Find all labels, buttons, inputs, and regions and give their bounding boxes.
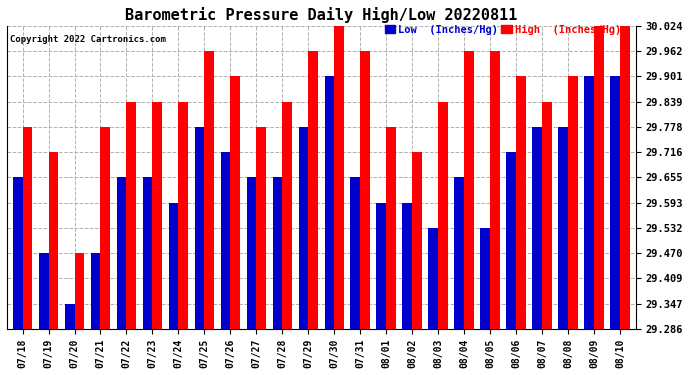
Bar [377, 203, 386, 329]
Bar [351, 177, 360, 329]
Bar [152, 102, 162, 329]
Bar [48, 152, 59, 329]
Bar [584, 76, 594, 329]
Bar [273, 177, 282, 329]
Bar [308, 51, 318, 329]
Bar [402, 203, 413, 329]
Bar [594, 26, 604, 329]
Bar [611, 76, 620, 329]
Bar [230, 76, 240, 329]
Bar [75, 253, 84, 329]
Bar [542, 102, 552, 329]
Bar [143, 177, 152, 329]
Bar [90, 253, 101, 329]
Bar [360, 51, 371, 329]
Bar [282, 102, 293, 329]
Bar [65, 304, 75, 329]
Bar [12, 177, 23, 329]
Bar [464, 51, 474, 329]
Bar [168, 203, 179, 329]
Bar [126, 102, 137, 329]
Bar [491, 51, 500, 329]
Bar [620, 26, 630, 329]
Bar [101, 127, 110, 329]
Text: Copyright 2022 Cartronics.com: Copyright 2022 Cartronics.com [10, 34, 166, 44]
Bar [179, 102, 188, 329]
Bar [299, 127, 308, 329]
Title: Barometric Pressure Daily High/Low 20220811: Barometric Pressure Daily High/Low 20220… [125, 7, 518, 23]
Bar [438, 102, 449, 329]
Bar [455, 177, 464, 329]
Bar [257, 127, 266, 329]
Bar [324, 76, 335, 329]
Bar [195, 127, 204, 329]
Bar [117, 177, 126, 329]
Bar [204, 51, 215, 329]
Bar [558, 127, 569, 329]
Bar [386, 127, 396, 329]
Bar [428, 228, 438, 329]
Bar [506, 152, 516, 329]
Bar [516, 76, 526, 329]
Bar [533, 127, 542, 329]
Bar [335, 26, 344, 329]
Legend: Low  (Inches/Hg), High  (Inches/Hg): Low (Inches/Hg), High (Inches/Hg) [385, 25, 621, 34]
Bar [480, 228, 491, 329]
Bar [569, 76, 578, 329]
Bar [23, 127, 32, 329]
Bar [246, 177, 257, 329]
Bar [39, 253, 48, 329]
Bar [413, 152, 422, 329]
Bar [221, 152, 230, 329]
